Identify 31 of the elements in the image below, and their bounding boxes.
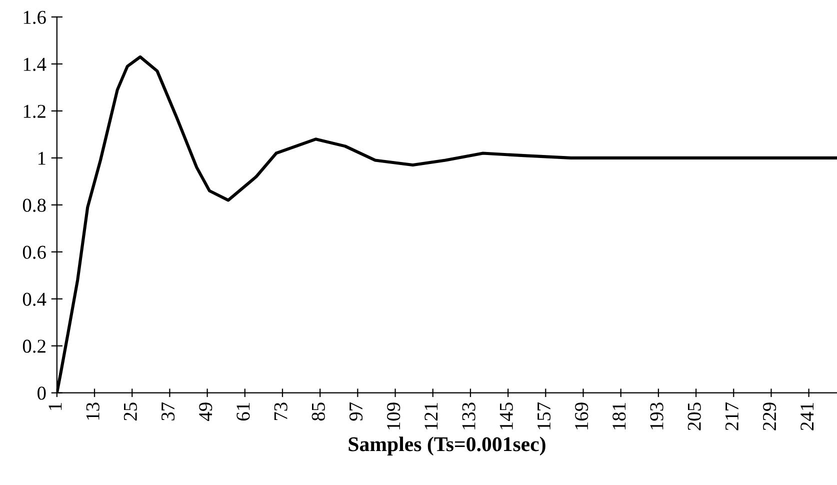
x-tick-label: 217	[725, 402, 738, 430]
x-tick-label: 229	[763, 402, 776, 430]
x-tick-label: 121	[424, 403, 438, 430]
x-tick-label: 205	[688, 402, 701, 430]
y-tick-label: 1.6	[24, 10, 46, 24]
x-tick-label: 145	[500, 402, 513, 430]
y-tick-label: 1.2	[24, 104, 46, 118]
y-tick-label: 0.4	[22, 292, 46, 306]
y-tick-label: 1.4	[24, 58, 46, 71]
x-tick-label: 73	[274, 402, 288, 420]
x-tick-label: 241	[800, 403, 814, 430]
x-tick-label: 133	[462, 402, 476, 430]
x-tick-label: 1	[48, 403, 62, 410]
y-tick-label: 1	[38, 152, 46, 165]
x-tick-label: 193	[650, 402, 664, 430]
y-tick-label: 0.6	[22, 246, 46, 259]
x-tick-label: 25	[124, 402, 137, 420]
x-tick-label: 85	[312, 402, 325, 421]
x-tick-label: 181	[612, 403, 626, 430]
x-tick-label: 109	[387, 402, 400, 430]
x-tick-label: 97	[349, 402, 363, 421]
x-tick-label: 61	[236, 403, 250, 420]
x-tick-label: 49	[199, 402, 212, 421]
x-tick-label: 157	[537, 402, 551, 430]
y-tick-label: 0.2	[22, 340, 46, 353]
x-axis-title: Samples (Ts=0.001sec)	[348, 436, 546, 456]
y-tick-label: 0	[38, 386, 46, 400]
x-tick-label: 169	[575, 402, 588, 430]
y-tick-label: 0.8	[22, 198, 46, 212]
x-tick-label: 13	[86, 402, 100, 420]
x-tick-label: 37	[162, 402, 175, 420]
